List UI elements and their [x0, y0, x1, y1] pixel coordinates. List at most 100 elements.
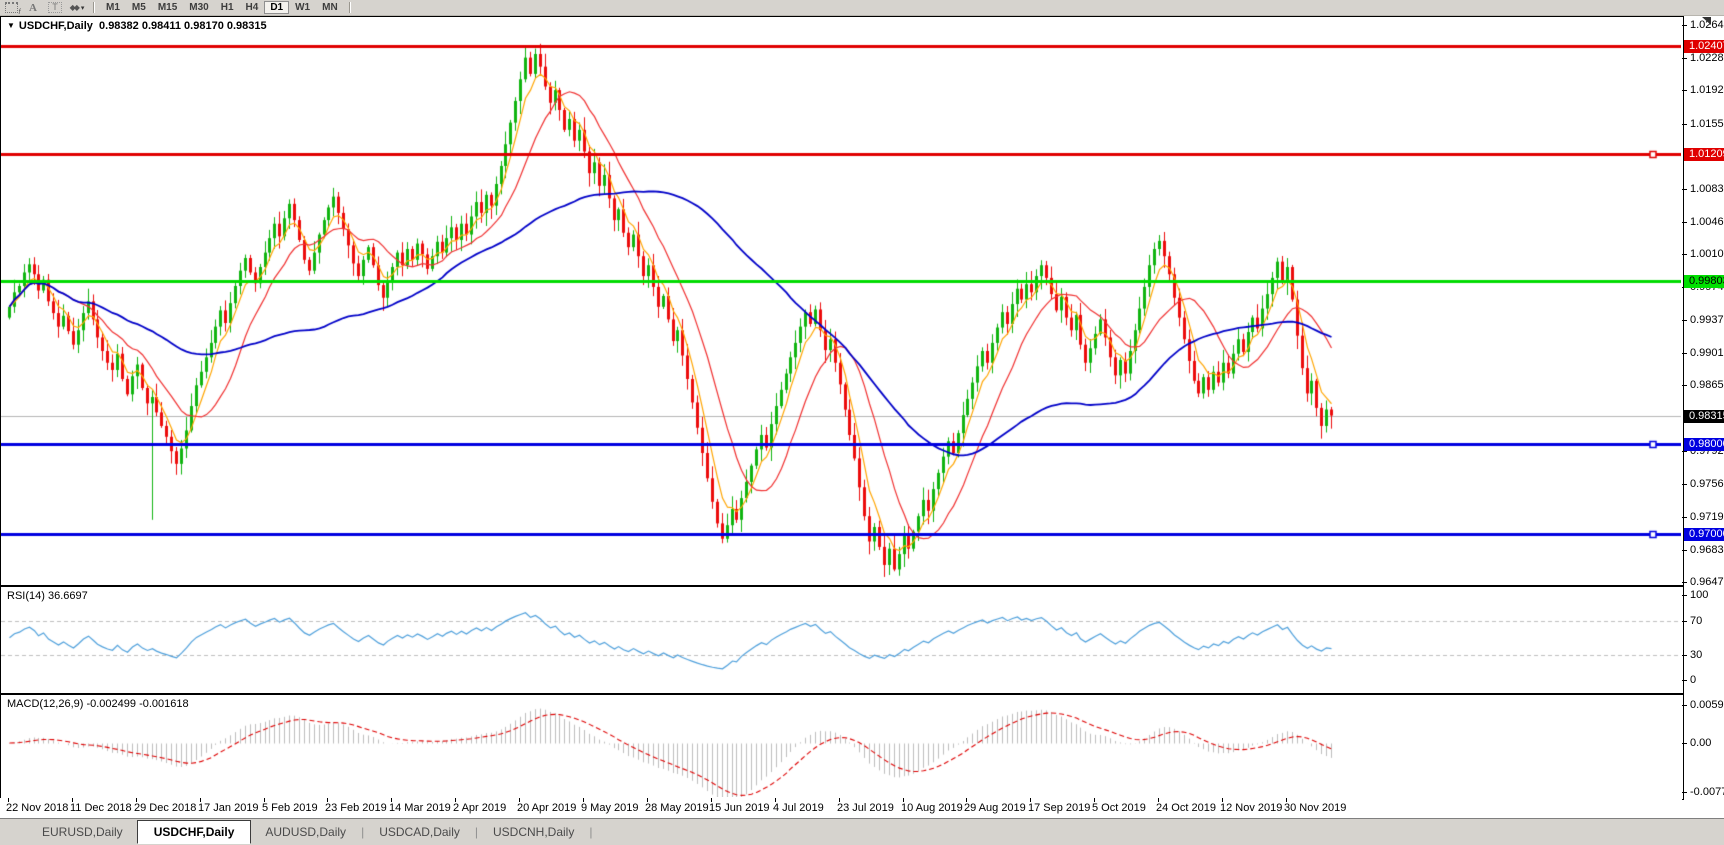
date-axis-tick: [583, 798, 584, 802]
date-axis-tick: [391, 798, 392, 802]
date-axis-tick: [1094, 798, 1095, 802]
grid-icon: f: [4, 2, 21, 16]
current-price-label: 0.98315: [1684, 409, 1724, 423]
rsi-label: RSI(14) 36.6697: [7, 590, 88, 602]
chart-tab-bar: EURUSD,Daily USDCHF,Daily AUDUSD,Daily | USD…: [0, 818, 1724, 845]
date-axis-tick: [775, 798, 776, 802]
date-axis-tick: [1158, 798, 1159, 802]
chevron-down-icon: ▾: [80, 4, 85, 12]
price-axis-tick: 1.00830: [1682, 183, 1724, 196]
timeframe-button-m30[interactable]: M30: [189, 2, 209, 13]
chart-tab-usdcad[interactable]: USDCAD,Daily: [379, 825, 460, 839]
rsi-axis-tick: 70: [1681, 614, 1703, 627]
chart-symbol: USDCHF,Daily: [18, 20, 93, 32]
date-label: 29 Aug 2019: [964, 802, 1026, 814]
date-axis-tick: [136, 798, 137, 802]
chart-tab-audusd[interactable]: AUDUSD,Daily: [265, 825, 347, 839]
toolbar-separator: [93, 2, 95, 13]
chart-menu-arrow-icon[interactable]: ▼: [7, 21, 15, 30]
date-axis-tick: [264, 798, 265, 802]
date-axis-tick: [903, 798, 904, 802]
date-label: 2 Apr 2019: [453, 802, 507, 814]
chart-toolbar: f A T ◆◆ ▾ M1 M5 M15 M30 H1 H4 D1 W1 MN: [0, 0, 1724, 16]
text-label-icon[interactable]: T: [46, 1, 64, 14]
tab-separator: |: [589, 825, 593, 839]
chart-end-marker-icon[interactable]: [1702, 17, 1711, 25]
price-axis-tick: 0.96470: [1682, 576, 1724, 589]
date-axis-tick: [1030, 798, 1031, 802]
letter-a-icon: A: [29, 1, 37, 14]
timeframe-button-m1[interactable]: M1: [106, 2, 120, 13]
date-axis-tick: [200, 798, 201, 802]
timeframe-button-h4[interactable]: H4: [245, 2, 259, 13]
date-label: 5 Oct 2019: [1092, 802, 1146, 814]
date-label: 17 Jan 2019: [198, 802, 259, 814]
date-axis-tick: [711, 798, 712, 802]
tab-separator: |: [361, 825, 365, 839]
date-axis-tick: [455, 798, 456, 802]
timeframe-button-h1[interactable]: H1: [220, 2, 234, 13]
date-label: 28 May 2019: [645, 802, 709, 814]
date-label: 30 Nov 2019: [1284, 802, 1347, 814]
macd-label: MACD(12,26,9) -0.002499 -0.001618: [7, 698, 189, 710]
date-axis-tick: [839, 798, 840, 802]
date-label: 5 Feb 2019: [262, 802, 318, 814]
date-axis-tick: [327, 798, 328, 802]
date-axis-tick: [519, 798, 520, 802]
date-label: 24 Oct 2019: [1156, 802, 1216, 814]
shapes-icon: ◆◆: [69, 3, 80, 12]
date-label: 29 Dec 2018: [134, 802, 197, 814]
date-label: 22 Nov 2018: [6, 802, 69, 814]
date-label: 10 Aug 2019: [901, 802, 963, 814]
rsi-axis-tick: 100: [1681, 589, 1709, 602]
price-axis-tick: 1.02640: [1682, 19, 1724, 32]
price-axis-tick: 1.01550: [1682, 118, 1724, 131]
timeframe-button-group: M1 M5 M15 M30 H1 H4 D1 W1 MN: [100, 1, 344, 14]
chart-tab-eurusd[interactable]: EURUSD,Daily: [42, 825, 123, 839]
date-axis-tick: [1286, 798, 1287, 802]
chart-ohlc-values: 0.98382 0.98411 0.98170 0.98315: [99, 20, 267, 32]
timeframe-button-d1[interactable]: D1: [264, 1, 290, 14]
hline-price-label: 1.02407: [1684, 40, 1724, 54]
timeframe-button-m5[interactable]: M5: [131, 2, 146, 13]
date-label: 23 Feb 2019: [325, 802, 387, 814]
date-label: 4 Jul 2019: [773, 802, 824, 814]
date-label: 17 Sep 2019: [1028, 802, 1091, 814]
date-label: 23 Jul 2019: [837, 802, 894, 814]
text-annotation-icon[interactable]: A: [24, 1, 42, 14]
macd-canvas[interactable]: [1, 695, 1681, 797]
date-label: 20 Apr 2019: [517, 802, 577, 814]
timeframe-button-w1[interactable]: W1: [295, 2, 311, 13]
hline-price-label: 1.01209: [1684, 148, 1724, 162]
timeframe-button-mn[interactable]: MN: [322, 2, 338, 13]
date-axis-tick: [8, 798, 9, 802]
timeframe-button-m15[interactable]: M15: [157, 2, 178, 13]
date-label: 12 Nov 2019: [1220, 802, 1283, 814]
date-label: 11 Dec 2018: [70, 802, 132, 814]
macd-indicator-pane: MACD(12,26,9) -0.002499 -0.001618: [0, 694, 1684, 800]
macd-axis-tick: 0.005986: [1682, 699, 1724, 712]
chart-tab-usdcnh[interactable]: USDCNH,Daily: [493, 825, 575, 839]
shapes-dropdown[interactable]: ◆◆ ▾: [68, 1, 86, 14]
price-chart-pane: ▼ USDCHF,Daily 0.98382 0.98411 0.98170 0.…: [0, 16, 1684, 586]
date-axis-tick: [72, 798, 73, 802]
chart-tab-usdchf[interactable]: USDCHF,Daily: [136, 819, 252, 844]
main-chart-canvas[interactable]: [1, 17, 1681, 583]
grid-sub-label: f: [18, 9, 21, 16]
grid-properties-icon[interactable]: f: [2, 1, 21, 16]
price-axis-tick: 1.00460: [1682, 216, 1724, 229]
date-axis-tick: [966, 798, 967, 802]
date-label: 9 May 2019: [581, 802, 639, 814]
rsi-canvas[interactable]: [1, 587, 1681, 691]
rsi-indicator-pane: RSI(14) 36.6697: [0, 586, 1684, 694]
